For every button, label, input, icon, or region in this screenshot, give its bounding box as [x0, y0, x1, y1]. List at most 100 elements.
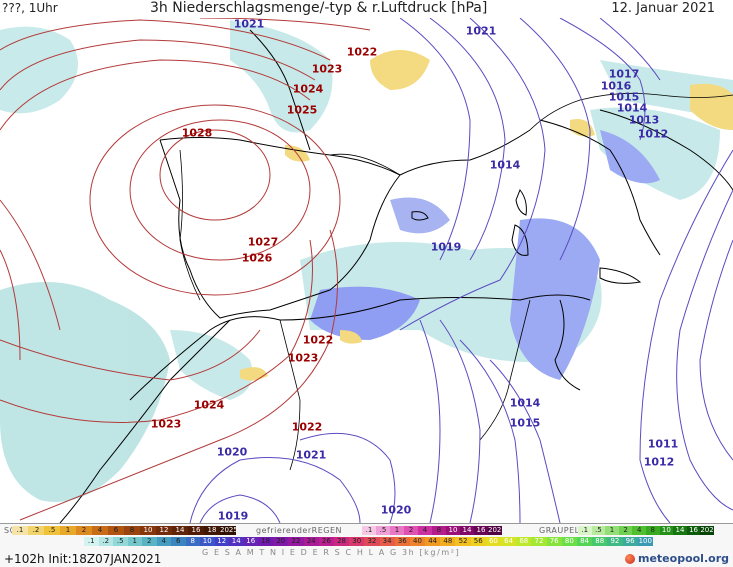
total-precip-color-scale: 18 20 22 24 26 28 30 32 34 36 40 44 48 52 56 60 64 68 72 76… [258, 537, 653, 546]
brand-name: meteopool.org [638, 552, 729, 565]
freezing-scale-step: 10 [446, 526, 460, 535]
rain-scale-step: 18 [204, 526, 220, 535]
total-scale-step: 24 [303, 537, 319, 546]
coast-france-west [249, 29, 311, 151]
isobar-1023-north [0, 19, 331, 61]
brand-logo[interactable]: meteopool.org [625, 552, 729, 565]
precip-area-atlantic-sw [0, 282, 170, 502]
rain-area-algeria-coast [340, 330, 362, 344]
precip-area-italy [600, 130, 660, 184]
island-sardinia [511, 224, 529, 256]
isobar-1022-north [199, 18, 371, 31]
snow-scale-step: 4 [156, 537, 171, 546]
total-scale-step: 84 [576, 537, 593, 546]
rain-scale-step: 12 [156, 526, 172, 535]
total-scale-step: 96 [622, 537, 638, 546]
total-scale-step: 26 [318, 537, 334, 546]
isobar-1018 [519, 18, 591, 261]
isobar-label-blue-2: 1017 [608, 67, 640, 81]
isobar-label-blue-4: 1015 [608, 90, 640, 104]
total-scale-step: 88 [592, 537, 608, 546]
precip-area-morocco [170, 330, 253, 400]
precip-area-biscay [230, 20, 333, 133]
rain-scale-step: 1 [60, 526, 76, 535]
forecast-date: 12. Januar 2021 [611, 1, 715, 16]
snow-color-scale: .1.2.5 1 2 4 6 8 10 12 14 16 [84, 537, 258, 546]
snow-scale-step: .1 [84, 537, 99, 546]
total-scale-step: 34 [379, 537, 395, 546]
total-precip-caption: G E S A M T N I E D E R S C H L A G 3h [… [202, 548, 461, 557]
graupel-scale-step: 2 [618, 526, 633, 535]
rain-scale-step: 2025+ [220, 526, 236, 535]
isobar-label-blue-17: 1019 [217, 509, 249, 523]
total-scale-step: 68 [516, 537, 532, 546]
coastlines [59, 29, 733, 523]
graupel-color-scale: .1.512481014162025+ [578, 526, 714, 535]
isobar-1021-north [399, 18, 471, 261]
rain-area-alboran [240, 367, 268, 381]
rain-scale-step: 14 [172, 526, 188, 535]
isobar-1014-east [676, 189, 733, 511]
isobar-1019-south [199, 494, 281, 523]
forecast-map[interactable]: 1022 1023 1024 1025 1028 1027 1026 1022 1023 1024… [0, 18, 733, 523]
isobar-label-blue-9: 1019 [430, 240, 462, 254]
map-canvas [0, 18, 733, 523]
total-scale-step: 52 [455, 537, 471, 546]
graupel-caption: GRAUPEL [539, 526, 580, 535]
graupel-scale-step: 2025+ [700, 526, 714, 535]
border-alps [529, 92, 733, 131]
total-scale-step: 20 [273, 537, 289, 546]
isobar-label-red-11: 1022 [291, 420, 323, 434]
isobar-west-1 [0, 199, 61, 331]
isobar-1016 [599, 18, 661, 81]
border-spain-portugal [179, 149, 201, 301]
freezing-scale-step: 16 [474, 526, 488, 535]
isobar-label-red-7: 1022 [302, 333, 334, 347]
isobar-label-blue-12: 1011 [647, 437, 679, 451]
rain-scale-step: 6 [108, 526, 124, 535]
isobar-label-red-3: 1025 [286, 103, 318, 117]
isobar-label-red-8: 1023 [287, 351, 319, 365]
isobar-label-red-9: 1024 [193, 398, 225, 412]
rain-scale-step: 10 [140, 526, 156, 535]
coast-iberia [159, 137, 401, 319]
total-scale-step: 100 [637, 537, 653, 546]
rain-scale-step: 16 [188, 526, 204, 535]
total-scale-step: 92 [607, 537, 623, 546]
brand-dot-icon [625, 553, 635, 564]
graupel-scale-step: 16 [686, 526, 701, 535]
freezing-scale-step: .1 [362, 526, 376, 535]
freezing-scale-step: 2 [404, 526, 418, 535]
snow-scale-step: 6 [171, 537, 186, 546]
isobar-label-blue-1: 1021 [465, 24, 497, 38]
isobar-1020-south [189, 457, 361, 523]
precip-area-balearic [390, 197, 450, 234]
isobar-1024-south [0, 329, 261, 381]
graupel-scale-step: 14 [673, 526, 687, 535]
total-scale-step: 64 [501, 537, 517, 546]
isobar-label-red-4: 1028 [181, 126, 213, 140]
border-algeria-tunisia [479, 299, 531, 441]
isobar-1028 [159, 129, 271, 221]
isobar-label-red-2: 1024 [292, 82, 324, 96]
graupel-scale-step: 8 [645, 526, 660, 535]
isobar-1026 [89, 104, 341, 296]
isobar-1022-south [19, 229, 338, 521]
total-scale-step: 18 [258, 537, 274, 546]
freezing-scale-step: 8 [432, 526, 446, 535]
island-mallorca [411, 211, 429, 221]
isobars-low-pressure [189, 18, 733, 523]
isobar-west-2 [0, 249, 21, 361]
freezing-scale-step: 2025+ [488, 526, 502, 535]
forecast-run-info: +102h Init:18Z07JAN2021 [4, 552, 162, 566]
precip-area-atlantic-nw [0, 26, 78, 114]
isobar-label-blue-15: 1021 [295, 448, 327, 462]
border-morocco-algeria [279, 319, 301, 471]
snow-scale-step: 2 [142, 537, 157, 546]
isobar-label-blue-0: 1021 [233, 18, 265, 31]
coast-north-africa [129, 294, 591, 401]
graupel-scale-step: .5 [591, 526, 606, 535]
isobar-1024 [0, 39, 316, 91]
isobar-label-blue-10: 1014 [509, 396, 541, 410]
